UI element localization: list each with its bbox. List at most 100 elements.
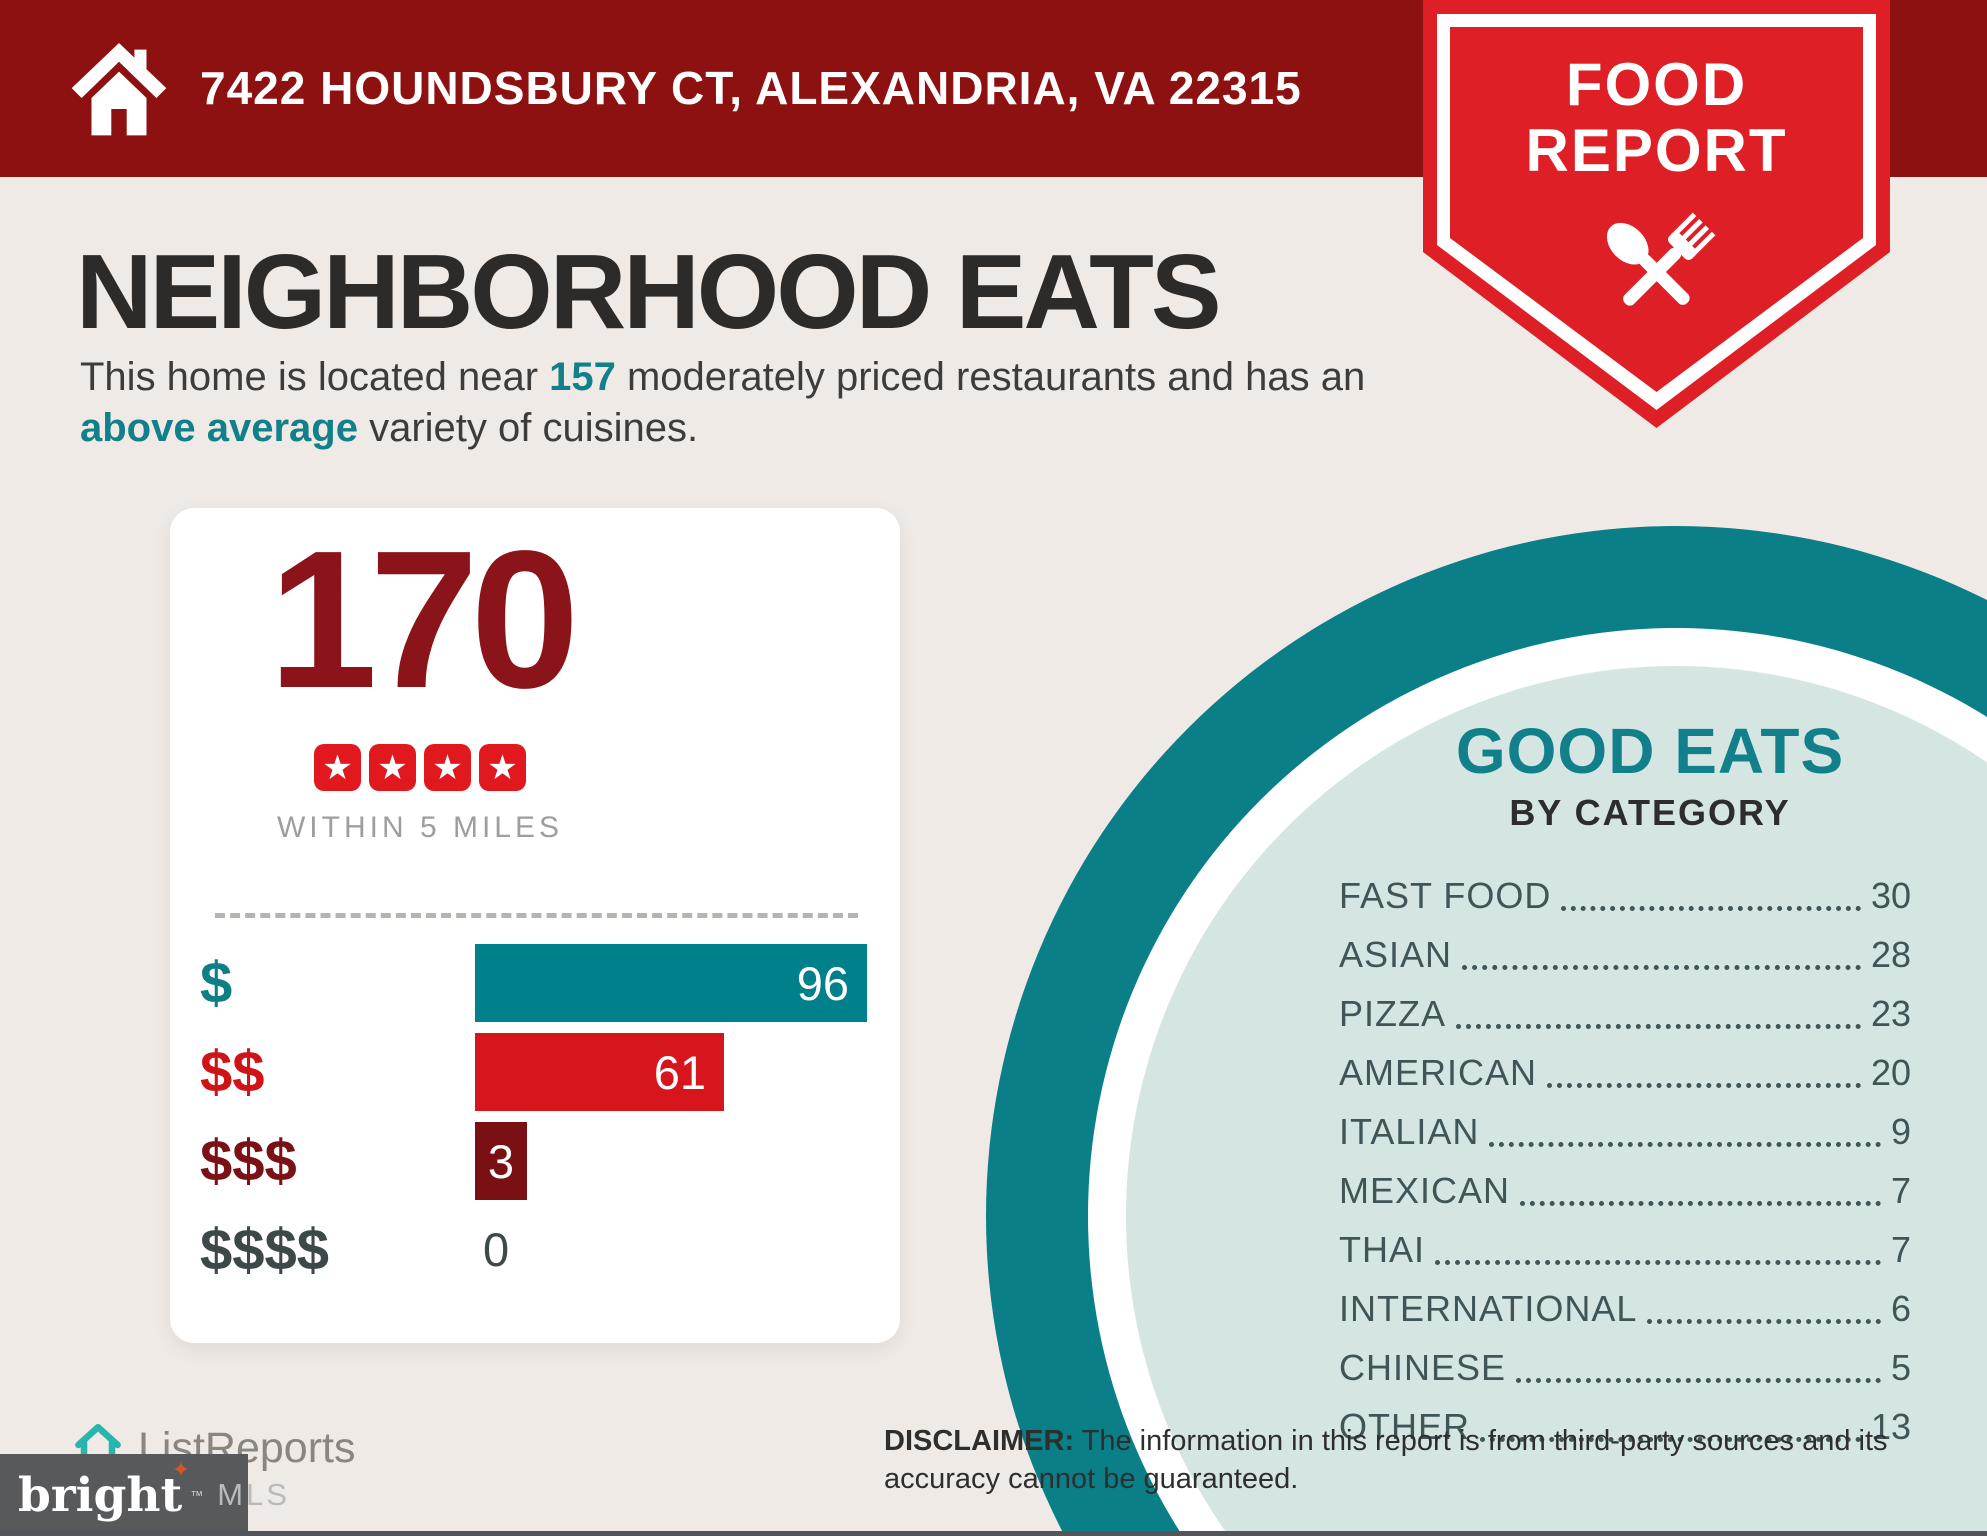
price-tier-chart: $ 96 96 $$ 61 61 xyxy=(170,944,900,1300)
leader-dots xyxy=(1489,1116,1881,1147)
restaurant-count: 170 xyxy=(268,510,579,729)
category-value: 6 xyxy=(1890,1287,1911,1329)
category-value: 23 xyxy=(1870,992,1911,1034)
price-row: $ 96 96 xyxy=(170,944,900,1022)
category-label: OTHER xyxy=(1339,1405,1470,1447)
dashed-divider xyxy=(215,913,858,918)
category-row: ASIAN 28 xyxy=(1339,925,1911,984)
star-icon: ★ xyxy=(424,744,471,791)
category-row: AMERICAN 20 xyxy=(1339,1043,1911,1102)
category-list: FAST FOOD 30 ASIAN 28 PIZZA 23 AMERICAN … xyxy=(1339,866,1911,1456)
price-zero-value: 0 xyxy=(483,1223,510,1276)
price-tier-label: $$$ xyxy=(200,1128,297,1194)
category-label: ASIAN xyxy=(1339,933,1453,975)
good-eats-subtitle: BY CATEGORY xyxy=(1509,792,1791,833)
restaurant-count-block: 170 ★ ★ ★ ★ WITHIN 5 MILES xyxy=(170,508,670,845)
leader-dots xyxy=(1435,1234,1881,1265)
category-label: PIZZA xyxy=(1339,992,1447,1034)
category-value: 28 xyxy=(1870,933,1911,975)
category-label: MEXICAN xyxy=(1339,1169,1511,1211)
price-bar: 61 xyxy=(475,1033,724,1111)
variety-highlight: above average xyxy=(80,406,358,450)
bar-wrap: 61 61 xyxy=(475,1033,724,1111)
category-label: INTERNATIONAL xyxy=(1339,1287,1638,1329)
leader-dots xyxy=(1561,880,1861,911)
restaurant-count-highlight: 157 xyxy=(549,355,616,399)
intro-text: This home is located near 157 moderately… xyxy=(80,352,1425,454)
price-bar: 96 xyxy=(475,944,867,1022)
property-address: 7422 HOUNDSBURY CT, ALEXANDRIA, VA 22315 xyxy=(200,62,1302,114)
intro-text-before: This home is located near xyxy=(80,355,550,399)
bottom-edge-strip xyxy=(0,1531,1987,1536)
good-eats-header: GOOD EATS BY CATEGORY xyxy=(1320,714,1980,834)
star-icon: ★ xyxy=(369,744,416,791)
house-icon xyxy=(71,43,167,136)
category-row: PIZZA 23 xyxy=(1339,984,1911,1043)
category-value: 7 xyxy=(1890,1228,1911,1270)
category-value: 13 xyxy=(1870,1405,1911,1447)
category-row: CHINESE 5 xyxy=(1339,1338,1911,1397)
price-row: $$$$ 0 0 xyxy=(170,1211,900,1289)
spoon-fork-icon xyxy=(1606,212,1716,306)
bar-wrap: 96 96 xyxy=(475,944,867,1022)
category-row: THAI 7 xyxy=(1339,1220,1911,1279)
price-bar: 3 xyxy=(475,1122,527,1200)
leader-dots xyxy=(1547,1057,1861,1088)
bar-wrap: 3 3 xyxy=(475,1122,527,1200)
good-eats-title: GOOD EATS xyxy=(1455,715,1845,787)
radius-caption: WITHIN 5 MILES xyxy=(276,811,564,844)
category-value: 30 xyxy=(1870,874,1911,916)
category-value: 7 xyxy=(1890,1169,1911,1211)
intro-text-after: variety of cuisines. xyxy=(357,406,699,450)
star-rating: ★ ★ ★ ★ xyxy=(170,744,670,791)
category-label: CHINESE xyxy=(1339,1346,1507,1388)
ribbon-shape xyxy=(1423,0,1890,428)
category-row: OTHER 13 xyxy=(1339,1397,1911,1456)
star-icon: ★ xyxy=(314,744,361,791)
category-value: 9 xyxy=(1890,1110,1911,1152)
leader-dots xyxy=(1647,1293,1881,1324)
bright-wordmark: bright ✦ xyxy=(18,1459,190,1519)
leader-dots xyxy=(1462,939,1861,970)
category-row: ITALIAN 9 xyxy=(1339,1102,1911,1161)
star-icon: ★ xyxy=(479,744,526,791)
disclaimer-label: DISCLAIMER: xyxy=(884,1425,1075,1457)
category-label: THAI xyxy=(1339,1228,1426,1270)
disclaimer-text: The information in this report is from t… xyxy=(884,1425,1888,1495)
badge-line1: FOOD xyxy=(1565,51,1748,118)
page-title: NEIGHBORHOOD EATS xyxy=(76,233,1222,351)
leader-dots xyxy=(1456,998,1861,1029)
category-value: 20 xyxy=(1870,1051,1911,1093)
leader-dots xyxy=(1480,1411,1861,1442)
price-tier-label: $ xyxy=(200,950,233,1016)
price-bar-value: 3 xyxy=(487,1134,515,1188)
leader-dots xyxy=(1520,1175,1881,1206)
category-label: ITALIAN xyxy=(1339,1110,1480,1152)
category-row: MEXICAN 7 xyxy=(1339,1161,1911,1220)
category-row: INTERNATIONAL 6 xyxy=(1339,1279,1911,1338)
bright-star-icon: ✦ xyxy=(171,1457,191,1483)
price-bar-value: 61 xyxy=(653,1045,706,1099)
mls-wordmark: MLS xyxy=(217,1477,290,1512)
category-label: FAST FOOD xyxy=(1339,874,1552,916)
badge-line2: REPORT xyxy=(1525,117,1788,184)
category-row: FAST FOOD 30 xyxy=(1339,866,1911,925)
disclaimer: DISCLAIMER: The information in this repo… xyxy=(884,1422,1934,1498)
bright-text: bright xyxy=(18,1467,183,1523)
food-report-badge: FOOD REPORT xyxy=(1423,0,1890,432)
bar-wrap: 0 0 xyxy=(475,1211,509,1289)
price-row: $$$ 3 3 xyxy=(170,1122,900,1200)
intro-text-middle: moderately priced restaurants and has an xyxy=(615,355,1366,399)
price-tier-label: $$ xyxy=(200,1039,265,1105)
leader-dots xyxy=(1516,1352,1881,1383)
stats-card: 170 ★ ★ ★ ★ WITHIN 5 MILES $ xyxy=(170,508,900,1343)
price-row: $$ 61 61 xyxy=(170,1033,900,1111)
price-tier-label: $$$$ xyxy=(200,1217,330,1283)
category-label: AMERICAN xyxy=(1339,1051,1538,1093)
trademark-symbol: ™ xyxy=(190,1487,204,1503)
price-bar-value: 96 xyxy=(796,956,849,1010)
category-value: 5 xyxy=(1890,1346,1911,1388)
badge-title: FOOD REPORT xyxy=(1423,52,1890,184)
bright-mls-logo: bright ✦ ™ MLS xyxy=(0,1454,287,1536)
